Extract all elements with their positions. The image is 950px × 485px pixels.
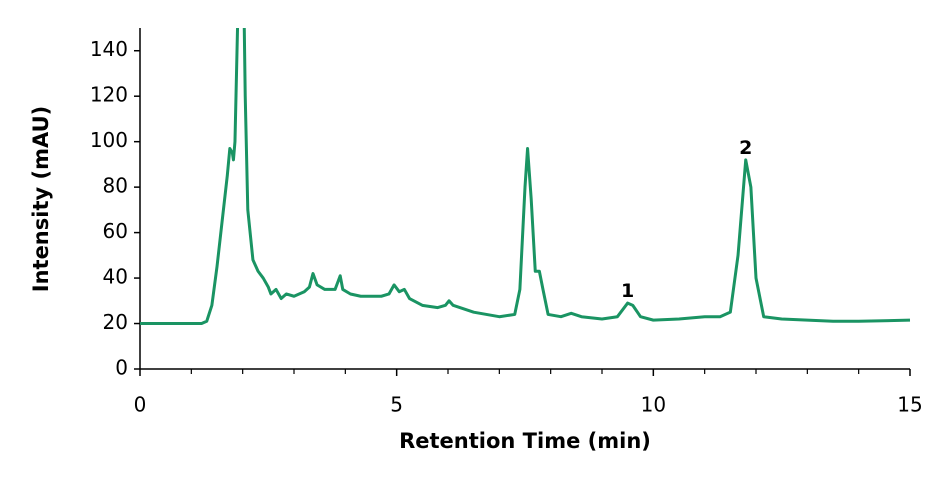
y-tick-label: 0	[115, 356, 128, 380]
x-tick-label: 0	[134, 393, 147, 417]
x-tick-label: 15	[897, 393, 922, 417]
x-axis-title: Retention Time (min)	[399, 429, 651, 453]
y-axis-title: Intensity (mAU)	[29, 106, 53, 292]
x-tick-label: 5	[390, 393, 403, 417]
y-tick-label: 20	[103, 310, 128, 334]
peak-label: 2	[739, 137, 752, 159]
y-tick-label: 140	[90, 37, 128, 61]
peak-label: 1	[621, 280, 634, 302]
y-tick-label: 80	[103, 174, 128, 198]
y-tick-label: 60	[103, 219, 128, 243]
y-tick-label: 120	[90, 83, 128, 107]
y-tick-label: 40	[103, 265, 128, 289]
series-line	[140, 28, 911, 326]
y-tick-label: 100	[90, 128, 128, 152]
x-tick-label: 10	[641, 393, 666, 417]
